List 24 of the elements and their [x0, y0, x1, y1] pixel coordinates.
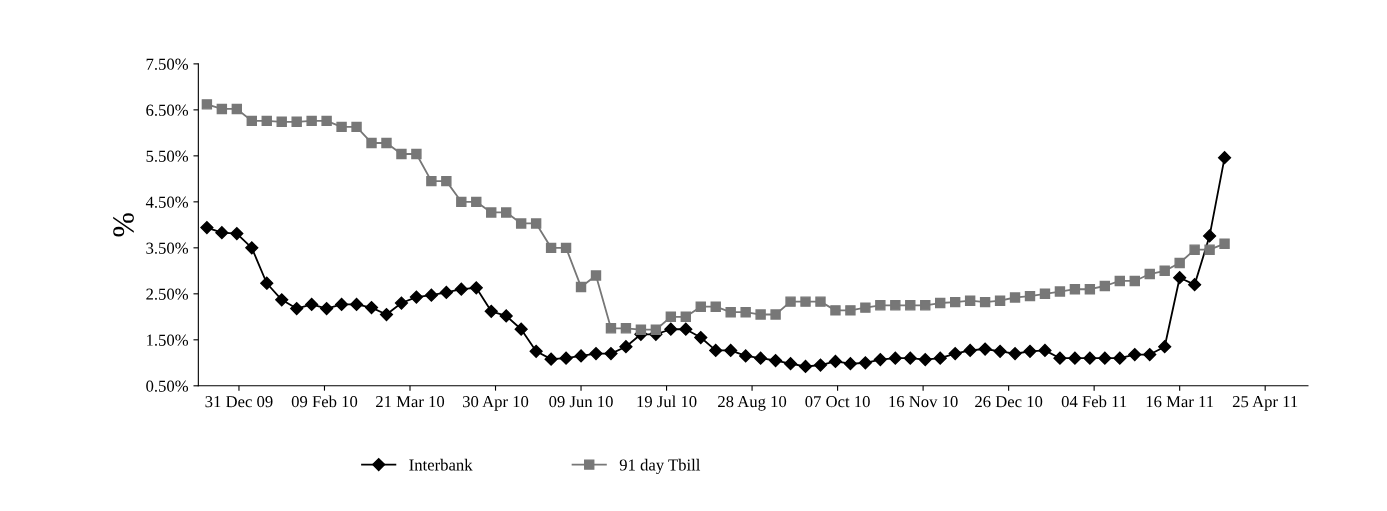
x-tick-label: 30 Apr 10	[462, 396, 529, 411]
x-tick-label: 31 Dec 09	[205, 396, 273, 408]
x-tick-label: 21 Mar 10	[376, 396, 445, 408]
y-tick-label: 4.50%	[145, 196, 189, 208]
x-tick-label: 26 Dec 10	[975, 396, 1043, 408]
y-tick-label: 3.50%	[146, 242, 189, 254]
legend-label: Interbank	[409, 458, 473, 471]
y-tick-label: 5.50%	[146, 150, 189, 162]
x-tick-label: 16 Mar 11	[1146, 396, 1214, 408]
x-tick-label: 25 Apr 11	[1232, 396, 1298, 411]
x-tick-label: 28 Aug 10	[718, 395, 787, 411]
x-tick-label: 07 Oct 10	[805, 396, 870, 408]
x-tick-label: 09 Feb 10	[291, 395, 358, 408]
legend-label: 91 day Tbill	[619, 458, 701, 475]
y-tick-label: 1.50%	[147, 334, 189, 346]
y-tick-label: 7.50%	[146, 58, 189, 70]
y-axis-title: %	[113, 213, 134, 237]
y-tick-label: 6.50%	[146, 104, 189, 116]
y-tick-label: 2.50%	[146, 288, 189, 300]
y-tick-label: 0.50%	[146, 380, 189, 392]
x-tick-label: 19 Jul 10	[637, 395, 697, 408]
x-tick-label: 04 Feb 11	[1061, 395, 1127, 408]
x-tick-label: 09 Jun 10	[549, 396, 613, 408]
x-tick-label: 16 Nov 10	[889, 396, 958, 408]
